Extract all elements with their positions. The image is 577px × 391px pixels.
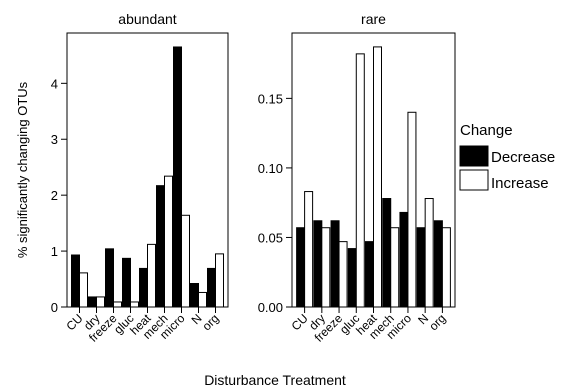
legend-title: Change xyxy=(460,122,513,139)
bar-abundant-gluc-increase xyxy=(130,301,139,308)
bar-rare-micro-decrease xyxy=(399,211,409,308)
bar-rare-freeze-increase xyxy=(338,241,348,308)
bar-rare-micro-increase xyxy=(407,111,417,308)
y-tick-label-abundant: 1 xyxy=(51,244,58,259)
x-axis-label: Disturbance Treatment xyxy=(204,372,346,388)
bar-abundant-heat-increase xyxy=(147,243,156,308)
panel-abundant: abundant01234CUdryfreezeglucheatmechmicr… xyxy=(51,11,229,345)
y-tick-label-abundant: 4 xyxy=(51,76,58,91)
legend-swatch-decrease xyxy=(459,145,489,167)
x-tick-label-abundant: org xyxy=(199,311,221,333)
bar-rare-dry-increase xyxy=(321,227,331,308)
y-tick-label-abundant: 2 xyxy=(51,188,58,203)
y-tick-label-rare: 0.15 xyxy=(258,91,283,106)
panel-rare: rare0.000.050.100.15CUdryfreezeglucheatm… xyxy=(258,11,456,345)
y-tick-label-abundant: 0 xyxy=(51,300,58,315)
bar-abundant-org-increase xyxy=(215,253,224,308)
bar-rare-freeze-decrease xyxy=(330,220,340,308)
legend-label-increase: Increase xyxy=(491,175,549,192)
bar-rare-org-increase xyxy=(441,227,451,308)
bar-rare-gluc-decrease xyxy=(347,248,357,308)
bar-rare-gluc-increase xyxy=(355,53,365,308)
bar-abundant-CU-decrease xyxy=(71,254,80,308)
bar-abundant-org-decrease xyxy=(207,267,216,308)
bar-rare-org-decrease xyxy=(433,220,443,308)
y-axis-label: % significantly changing OTUs xyxy=(15,81,30,258)
legend-label-decrease: Decrease xyxy=(491,149,555,166)
bar-rare-N-decrease xyxy=(416,227,426,308)
legend: Change Decrease Increase xyxy=(459,122,555,192)
bar-abundant-freeze-decrease xyxy=(105,248,114,308)
bar-rare-heat-increase xyxy=(373,46,382,308)
bar-abundant-gluc-decrease xyxy=(122,257,131,308)
y-tick-label-rare: 0.00 xyxy=(258,300,283,315)
bar-abundant-dry-decrease xyxy=(88,296,97,308)
bar-abundant-micro-decrease xyxy=(173,46,182,308)
legend-swatch-increase xyxy=(459,169,489,191)
bar-rare-mech-increase xyxy=(390,227,400,308)
bar-rare-N-increase xyxy=(424,198,434,308)
y-tick-label-rare: 0.05 xyxy=(258,230,283,245)
y-tick-label-abundant: 3 xyxy=(51,132,58,147)
bar-abundant-micro-increase xyxy=(181,214,190,308)
bar-rare-CU-increase xyxy=(304,191,314,308)
bar-abundant-dry-increase xyxy=(96,296,105,308)
y-tick-label-rare: 0.10 xyxy=(258,161,283,176)
bar-abundant-freeze-increase xyxy=(113,301,122,308)
bar-abundant-N-increase xyxy=(198,291,207,308)
bar-rare-mech-decrease xyxy=(382,198,392,308)
bar-abundant-CU-increase xyxy=(79,272,88,308)
panel-title-rare: rare xyxy=(361,11,386,27)
bar-abundant-mech-decrease xyxy=(156,185,165,308)
panel-title-abundant: abundant xyxy=(118,11,177,27)
x-tick-label-rare: org xyxy=(426,311,448,333)
bar-abundant-mech-increase xyxy=(164,175,173,308)
bar-abundant-heat-decrease xyxy=(139,267,148,308)
bar-rare-CU-decrease xyxy=(296,227,306,308)
bar-rare-dry-decrease xyxy=(313,220,323,308)
bar-abundant-N-decrease xyxy=(190,283,199,308)
bar-rare-heat-decrease xyxy=(365,241,374,308)
